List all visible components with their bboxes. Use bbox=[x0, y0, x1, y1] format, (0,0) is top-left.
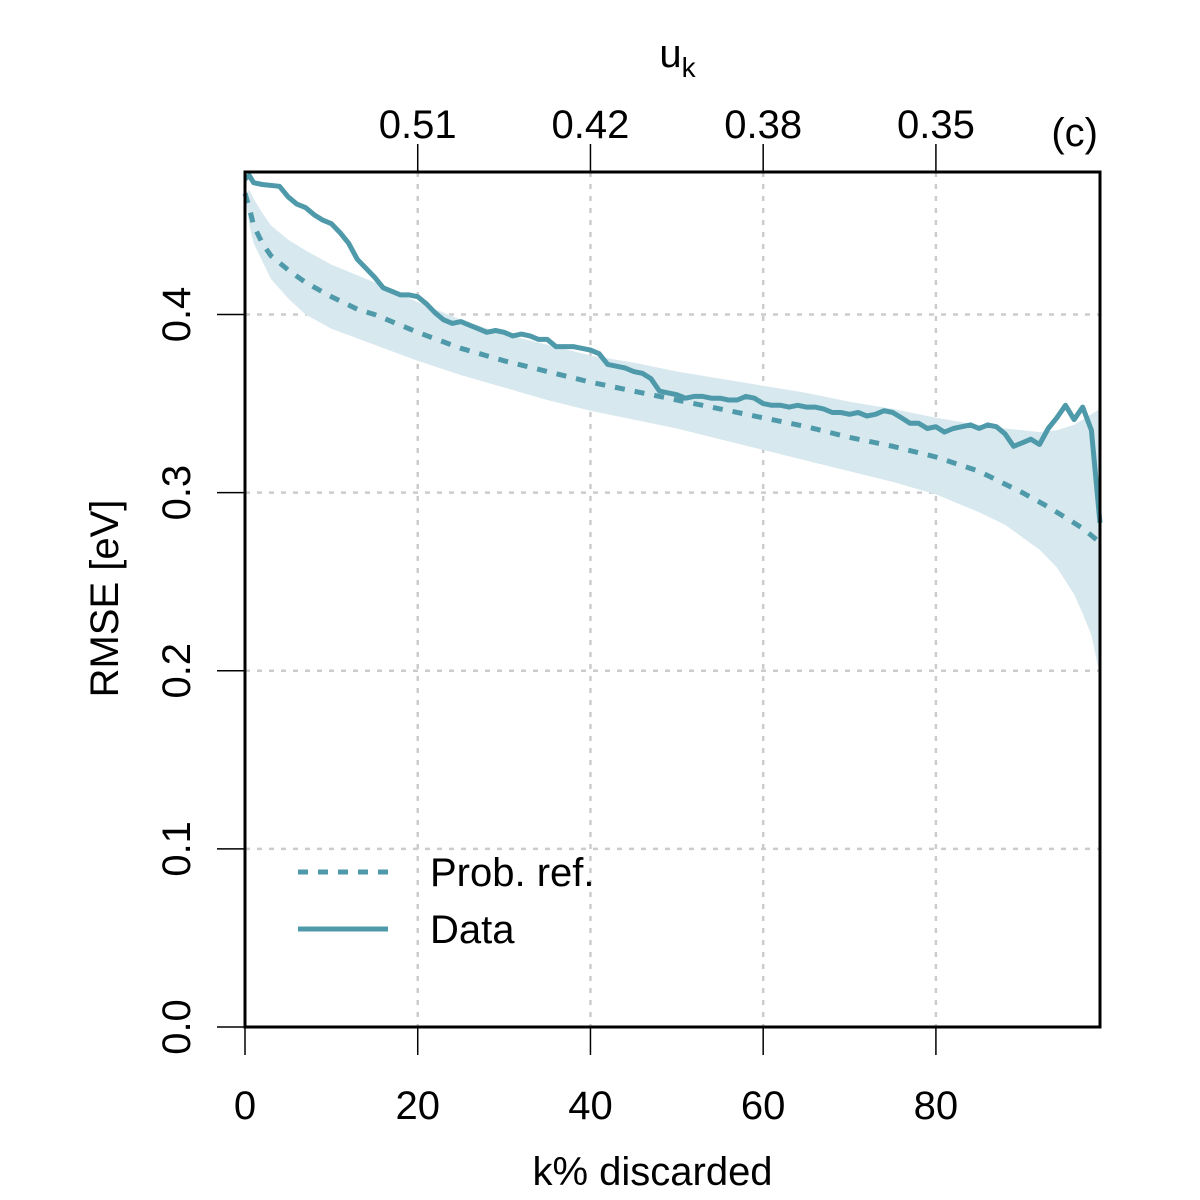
series-lines bbox=[242, 173, 1103, 545]
series-line-prob-ref bbox=[242, 192, 1102, 545]
x-axis-title: k% discarded bbox=[532, 1150, 772, 1194]
y-tick-label: 0.4 bbox=[155, 287, 199, 343]
top-tick-label: 0.42 bbox=[552, 103, 630, 147]
legend-label-data: Data bbox=[430, 908, 515, 952]
y-tick-label: 0.1 bbox=[155, 821, 199, 877]
series-line-data bbox=[243, 173, 1103, 524]
x-tick-label: 40 bbox=[568, 1084, 613, 1128]
legend: Prob. ref. Data bbox=[298, 851, 595, 952]
y-tick-label: 0.3 bbox=[155, 465, 199, 521]
y-axis-title: RMSE [eV] bbox=[83, 500, 127, 698]
top-tick-label: 0.35 bbox=[897, 103, 975, 147]
y-tick-label: 0.2 bbox=[155, 643, 199, 699]
top-tick-label: 0.38 bbox=[724, 103, 802, 147]
x-tick-label: 20 bbox=[395, 1084, 440, 1128]
top-axis-title: uk bbox=[659, 32, 696, 83]
x-tick-label: 0 bbox=[234, 1084, 256, 1128]
x-tick-label: 80 bbox=[914, 1084, 959, 1128]
top-axis-title-subscript: k bbox=[682, 52, 697, 83]
panel-label: (c) bbox=[1051, 111, 1098, 155]
x-tick-label: 60 bbox=[741, 1084, 786, 1128]
plot-frame bbox=[243, 170, 1102, 1029]
top-tick-label: 0.51 bbox=[379, 103, 457, 147]
prob-ref-interval-band bbox=[245, 189, 1100, 677]
y-tick-label: 0.0 bbox=[155, 999, 199, 1055]
legend-label-prob-ref: Prob. ref. bbox=[430, 851, 595, 895]
top-axis-title-main: u bbox=[659, 32, 681, 76]
axes: 0 20 40 60 80 0.0 0.1 0.2 0.3 0.4 0.51 0.42 0.38 0.35 bbox=[155, 103, 975, 1128]
